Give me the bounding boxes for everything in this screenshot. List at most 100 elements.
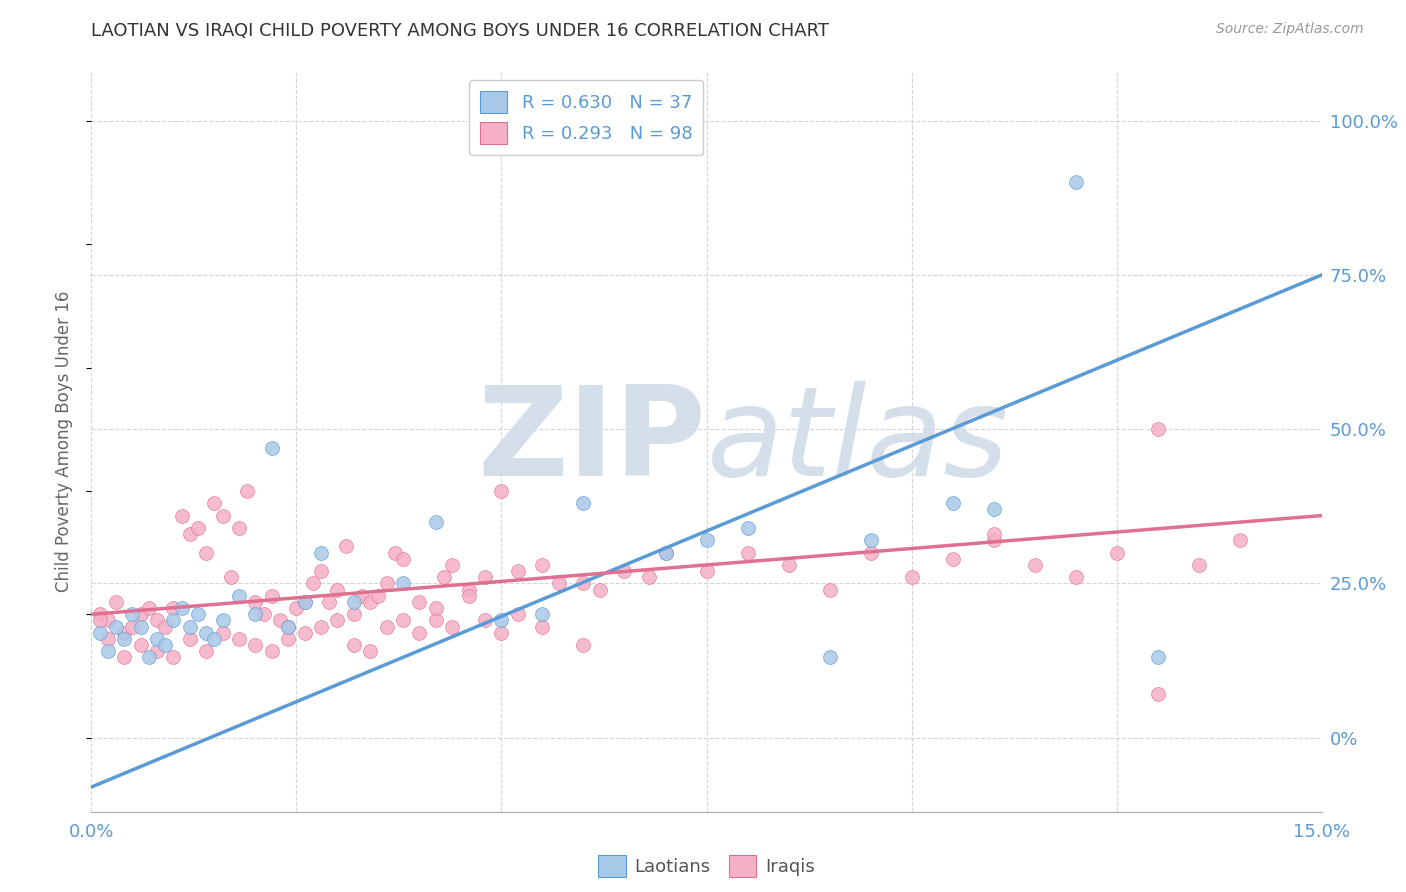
Point (326, 614, 349, 628)
Point (97, 614, 120, 628)
Y-axis label: Child Poverty Among Boys Under 16: Child Poverty Among Boys Under 16 (55, 291, 73, 592)
Point (260, 441, 283, 455)
Point (162, 650, 184, 665)
Point (195, 546, 218, 560)
Point (245, 595, 267, 609)
Point (531, 619, 554, 633)
Point (367, 589, 389, 603)
Point (1024, 558, 1046, 572)
Point (170, 508, 193, 523)
Point (195, 625, 218, 640)
Point (294, 625, 316, 640)
Point (228, 632, 250, 646)
Point (1229, 533, 1251, 548)
Point (983, 533, 1005, 548)
Point (392, 576, 415, 591)
Point (202, 496, 225, 510)
Point (309, 564, 332, 578)
Point (326, 582, 349, 597)
Point (309, 619, 332, 633)
Text: atlas: atlas (706, 381, 1008, 502)
Point (531, 607, 554, 622)
Point (778, 558, 800, 572)
Point (491, 614, 513, 628)
Point (105, 595, 127, 609)
Point (474, 570, 496, 584)
Point (260, 589, 283, 603)
Point (277, 632, 299, 646)
Point (343, 638, 366, 652)
Point (146, 644, 169, 658)
Point (638, 570, 661, 584)
Point (129, 607, 152, 622)
Point (138, 601, 160, 615)
Point (506, 564, 529, 578)
Point (343, 607, 366, 622)
Point (425, 515, 447, 529)
Point (138, 650, 160, 665)
Point (695, 533, 717, 548)
Point (89, 607, 111, 622)
Point (1187, 558, 1209, 572)
Point (211, 508, 233, 523)
Point (695, 564, 717, 578)
Point (859, 546, 882, 560)
Point (859, 533, 882, 548)
Point (89, 614, 111, 628)
Point (170, 601, 193, 615)
Point (245, 607, 267, 622)
Point (260, 644, 283, 658)
Point (211, 625, 233, 640)
Point (818, 582, 841, 597)
Point (1146, 688, 1168, 702)
Point (441, 619, 464, 633)
Point (112, 650, 135, 665)
Point (153, 638, 177, 652)
Point (613, 564, 636, 578)
Point (900, 570, 922, 584)
Point (506, 607, 529, 622)
Point (425, 614, 447, 628)
Point (97, 632, 120, 646)
Point (457, 589, 479, 603)
Point (1146, 650, 1168, 665)
Point (352, 589, 374, 603)
Point (818, 650, 841, 665)
Point (146, 614, 169, 628)
Point (408, 595, 430, 609)
Point (112, 625, 135, 640)
Point (1105, 546, 1128, 560)
Point (589, 582, 612, 597)
Point (942, 496, 965, 510)
Point (228, 589, 250, 603)
Point (572, 576, 595, 591)
Point (737, 521, 759, 535)
Point (277, 619, 299, 633)
Point (384, 546, 406, 560)
Point (277, 619, 299, 633)
Point (195, 644, 218, 658)
Point (179, 619, 201, 633)
Point (236, 483, 259, 498)
Point (1064, 570, 1087, 584)
Point (219, 570, 242, 584)
Point (121, 619, 143, 633)
Point (983, 502, 1005, 516)
Point (654, 546, 676, 560)
Point (1064, 175, 1087, 190)
Point (1146, 422, 1168, 436)
Point (441, 558, 464, 572)
Point (309, 546, 332, 560)
Point (457, 582, 479, 597)
Point (343, 595, 366, 609)
Point (187, 521, 209, 535)
Point (737, 546, 759, 560)
Point (202, 632, 225, 646)
Point (269, 614, 291, 628)
Point (179, 632, 201, 646)
Point (375, 576, 398, 591)
Point (228, 521, 250, 535)
Point (942, 551, 965, 566)
Point (112, 632, 135, 646)
Point (491, 625, 513, 640)
